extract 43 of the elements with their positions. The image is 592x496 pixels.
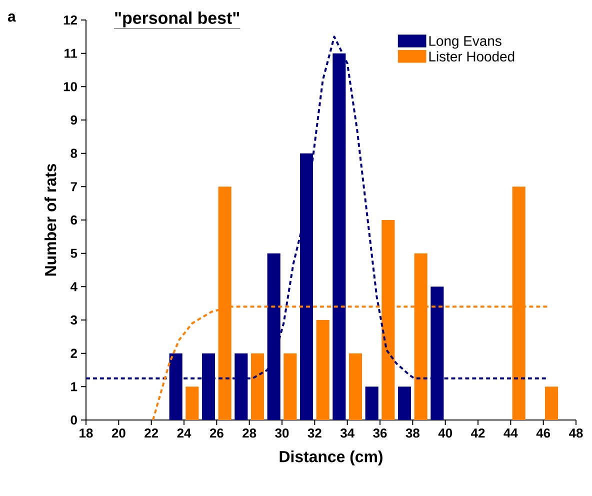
x-axis-title: Distance (cm) [280, 450, 382, 466]
y-tick-label: 1 [71, 382, 78, 392]
x-tick-label: 26 [210, 428, 224, 438]
bar [544, 386, 558, 420]
x-tick-label: 22 [144, 428, 158, 438]
legend-label: Lister Hooded [429, 51, 514, 62]
y-tick-label: 8 [70, 148, 78, 158]
x-tick-label: 40 [438, 428, 452, 438]
x-tick-label: 20 [112, 428, 126, 438]
x-tick-label: 24 [177, 428, 192, 438]
bar [316, 320, 330, 420]
text: a [8, 14, 16, 22]
x-tick-label: 28 [242, 428, 256, 438]
y-tick-label: 9 [70, 115, 77, 125]
legend-label: Long Evans [429, 36, 502, 49]
bar [365, 386, 378, 420]
x-tick-label: 42 [471, 428, 485, 438]
bar [250, 353, 264, 420]
x-tick-label: 46 [536, 428, 550, 438]
y-tick-label: 10 [64, 82, 77, 92]
y-tick-label: 2 [70, 348, 77, 358]
x-tick-label: 30 [275, 428, 289, 438]
y-axis-title: Number of rats [44, 164, 56, 276]
chart-title: "personal best" [115, 12, 240, 28]
y-tick-label: 5 [70, 248, 78, 258]
y-tick-label: 12 [64, 15, 77, 25]
y-tick-label: 7 [70, 182, 77, 192]
y-tick-label: 6 [70, 215, 78, 225]
y-tick-label: 11 [64, 48, 78, 58]
x-tick-label: 38 [406, 428, 420, 438]
x-tick-label: 44 [504, 428, 518, 438]
y-tick-label: 0 [70, 415, 77, 425]
x-tick-label: 34 [340, 428, 354, 438]
bar [398, 386, 412, 420]
bar [186, 386, 199, 420]
x-tick-label: 32 [308, 428, 322, 438]
y-tick-label: 3 [70, 315, 78, 325]
bar [348, 353, 362, 420]
bar [284, 353, 297, 420]
y-tick-label: 4 [70, 282, 78, 292]
x-tick-label: 48 [569, 428, 583, 438]
x-tick-label: 36 [373, 428, 387, 438]
x-tick-label: 18 [80, 428, 93, 438]
